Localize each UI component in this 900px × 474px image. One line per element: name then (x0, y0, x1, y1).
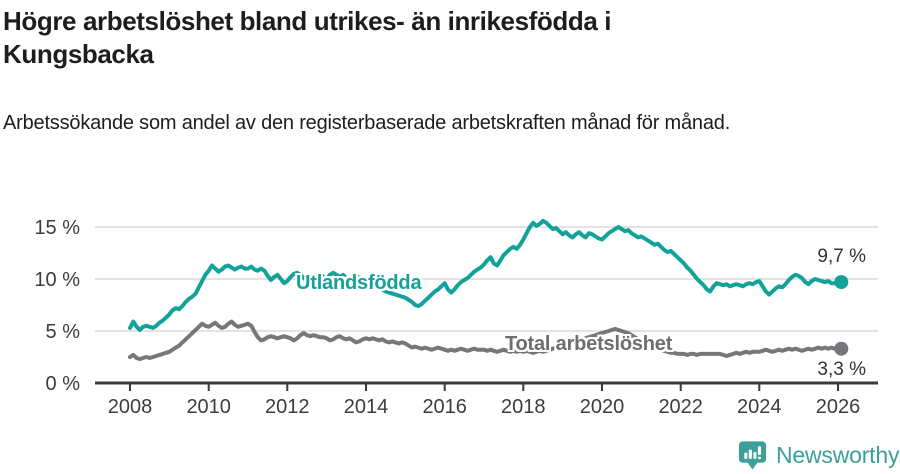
x-tick-2016: 2016 (422, 396, 467, 418)
bar-chart-speech-bubble-icon (738, 441, 767, 470)
x-tick-2022: 2022 (658, 396, 703, 418)
y-tick-5: 5 % (46, 321, 81, 343)
x-tick-2026: 2026 (816, 396, 861, 418)
brand-name: Newsworthy (776, 441, 900, 468)
x-tick-2024: 2024 (737, 396, 782, 418)
end-value-label-total: 3,3 % (817, 359, 866, 380)
end-value-label-utlandsfodda: 9,7 % (817, 246, 866, 267)
x-tick-2018: 2018 (501, 396, 546, 418)
chart-canvas: 0 % 5 % 10 % 15 % (34, 217, 878, 418)
series-endpoint-0 (834, 275, 849, 290)
y-tick-10: 10 % (34, 269, 80, 291)
line-chart: 0 % 5 % 10 % 15 % (0, 195, 900, 430)
gridlines (95, 226, 878, 332)
x-axis-labels: 2008 2010 2012 2014 2016 2018 2020 2022 … (108, 396, 861, 418)
x-tick-2010: 2010 (186, 396, 231, 418)
x-tick-2020: 2020 (580, 396, 625, 418)
x-tick-2012: 2012 (265, 396, 310, 418)
y-tick-15: 15 % (34, 217, 80, 239)
series-endpoint-1 (834, 341, 849, 356)
series-line-1 (128, 319, 844, 362)
chart-subtitle: Arbetssökande som andel av den registerb… (3, 112, 731, 134)
y-axis-labels: 0 % 5 % 10 % 15 % (34, 217, 80, 395)
x-tick-2008: 2008 (108, 396, 153, 418)
series-label-utlandsfodda: Utlandsfödda (296, 272, 422, 294)
y-tick-0: 0 % (46, 373, 81, 395)
brand-footer: Newsworthy (736, 438, 899, 472)
x-axis-ticks (129, 383, 839, 391)
page-title: Högre arbetslöshet bland utrikes- än inr… (3, 6, 612, 69)
x-tick-2014: 2014 (344, 396, 389, 418)
series-label-total-arbetsloshet: Total arbetslöshet (505, 333, 673, 355)
series-line-0 (128, 218, 844, 332)
